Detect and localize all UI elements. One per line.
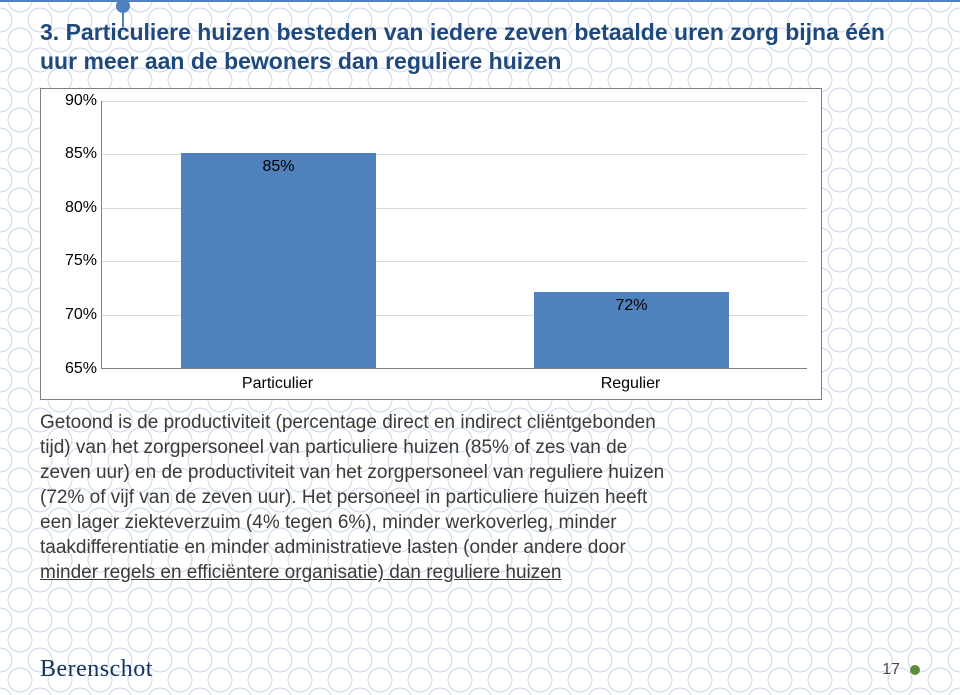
slide-title: 3. Particuliere huizen besteden van iede…	[40, 18, 920, 76]
body-underlined: minder regels en efficiëntere organisati…	[40, 562, 561, 583]
page-dot-icon	[910, 665, 920, 675]
berenschot-logo: Berenschot	[40, 656, 153, 683]
page-number-text: 17	[882, 661, 900, 679]
plot-area: 85% 72%	[101, 101, 807, 369]
y-tick-label: 80%	[45, 199, 97, 217]
top-marker-icon	[116, 0, 130, 27]
bar	[181, 153, 375, 367]
bar-value-label: 72%	[615, 297, 647, 315]
y-tick-label: 75%	[45, 252, 97, 270]
page-number: 17	[882, 661, 920, 679]
y-tick-label: 70%	[45, 306, 97, 324]
x-category-label: Regulier	[601, 375, 661, 393]
y-tick-label: 85%	[45, 145, 97, 163]
body-paragraph: Getoond is de productiviteit (percentage…	[40, 410, 920, 586]
bar-value-label: 85%	[262, 158, 294, 176]
y-tick-label: 65%	[45, 360, 97, 378]
gridline	[102, 101, 807, 102]
x-category-label: Particulier	[242, 375, 313, 393]
top-border-line	[0, 0, 960, 2]
bar-chart: 85% 72% 65% 70% 75% 80% 85% 90% Particulier Regul…	[40, 88, 822, 400]
y-tick-label: 90%	[45, 92, 97, 110]
